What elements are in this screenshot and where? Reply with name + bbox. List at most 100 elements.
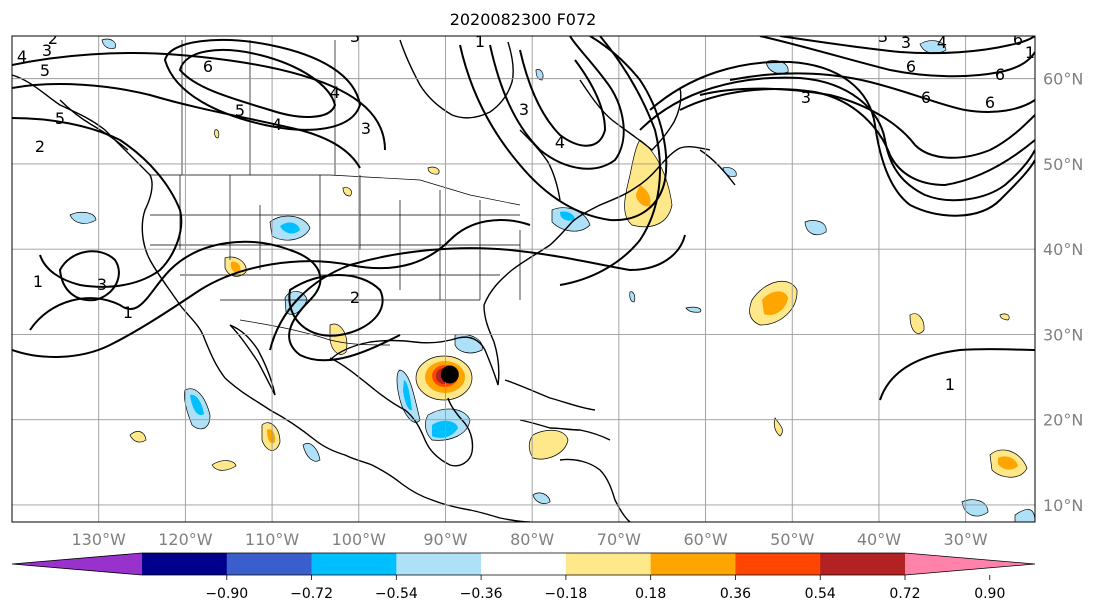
yellow-blob: [528, 429, 569, 460]
yellow-blob: [773, 417, 783, 437]
longitude-label: 70°W: [597, 530, 641, 549]
colorbar-segment: [735, 553, 821, 575]
contour-label: 6: [985, 93, 995, 112]
colorbar-extend-low: [12, 553, 142, 575]
orange-blob: [230, 261, 241, 273]
contour-label: 2: [350, 288, 360, 307]
yellow-blob: [214, 129, 220, 139]
contour-label: 4: [330, 83, 340, 102]
longitude-label: 130°W: [72, 530, 127, 549]
latitude-label: 50°N: [1043, 155, 1083, 174]
blue-blob: [535, 69, 544, 81]
political-borders: [150, 40, 521, 346]
graticule: [12, 36, 1035, 522]
colorbar-tick-label: 0.36: [720, 586, 751, 602]
colorbar-segment: [650, 553, 736, 575]
longitude-label: 80°W: [510, 530, 554, 549]
contour-label: 3: [350, 27, 360, 46]
contour-label: 2: [48, 29, 58, 48]
longitude-labels: 130°W 120°W 110°W 100°W 90°W 80°W 70°W 60°W 50°W…: [72, 530, 988, 549]
blue-blob: [532, 492, 551, 504]
yellow-blob: [909, 313, 925, 334]
colorbar-tick-label: 0.72: [889, 586, 920, 602]
yellow-blob: [999, 313, 1010, 321]
blue-blob: [403, 380, 412, 411]
contour-label: 3: [801, 88, 811, 107]
blue-blob: [1014, 509, 1035, 522]
longitude-label: 100°W: [332, 530, 387, 549]
map-title: 2020082300 F072: [450, 10, 597, 29]
contour-label: 3: [97, 275, 107, 294]
colorbar-segment: [311, 553, 397, 575]
orange-blob: [998, 456, 1018, 470]
yellow-blob: [129, 431, 147, 443]
latitude-label: 30°N: [1043, 325, 1083, 344]
colorbar-tick-label: −0.36: [460, 586, 503, 602]
contour-label: 2: [35, 137, 45, 156]
contour-label: 3: [519, 100, 529, 119]
contour-label: 5: [40, 61, 50, 80]
blue-blob: [432, 420, 458, 438]
colorbar-segment: [565, 553, 652, 575]
anomaly-shading: [69, 38, 1035, 522]
orange-blob: [636, 185, 651, 207]
contour-label: 3: [361, 119, 371, 138]
yellow-blob: [211, 460, 237, 471]
longitude-label: 60°W: [683, 530, 727, 549]
colorbar-tick-label: 0.18: [635, 586, 666, 602]
latitude-label: 20°N: [1043, 411, 1083, 430]
storm-center-marker: [440, 365, 459, 384]
colorbar-tick-label: −0.72: [290, 586, 333, 602]
yellow-blob: [342, 187, 352, 197]
contour-label: 6: [906, 57, 916, 76]
contour-label: 1: [33, 272, 43, 291]
contour-label: 6: [203, 57, 213, 76]
blue-blob: [919, 40, 947, 54]
orange-blob: [267, 429, 276, 444]
colorbar-segment: [142, 553, 228, 575]
contour-label: 1: [475, 32, 485, 51]
contour-label: 5: [235, 101, 245, 120]
contour-label: 4: [937, 33, 947, 52]
colorbar-tick-labels: −0.90 −0.72 −0.54 −0.36 −0.18 0.18 0.36 0.54 0.7…: [205, 575, 1005, 602]
latitude-label: 60°N: [1043, 70, 1083, 89]
longitude-label: 50°W: [770, 530, 814, 549]
colorbar-tick-label: −0.54: [375, 586, 418, 602]
blue-blob: [765, 60, 789, 74]
contour-label: 1: [945, 375, 955, 394]
blue-blob: [685, 306, 702, 313]
longitude-label: 40°W: [857, 530, 901, 549]
colorbar: [11, 552, 1036, 576]
contour-label: 6: [921, 88, 931, 107]
longitude-label: 110°W: [245, 530, 300, 549]
longitude-label: 30°W: [944, 530, 988, 549]
contour-label: 3: [42, 41, 52, 60]
latitude-labels: 60°N 50°N 40°N 30°N 20°N 10°N: [1043, 70, 1083, 515]
colorbar-tick-label: 0.54: [805, 586, 836, 602]
height-contours: [12, 36, 1035, 401]
blue-blob: [804, 220, 827, 236]
blue-blob: [190, 394, 204, 416]
blue-blob: [454, 334, 483, 354]
colorbar-tick-label: 0.90: [974, 586, 1005, 602]
colorbar-segment: [396, 553, 482, 575]
orange-blob: [762, 291, 788, 316]
blue-blob: [280, 222, 300, 234]
blue-blob: [101, 38, 116, 49]
colorbar-segment: [481, 553, 567, 575]
colorbar-segment: [226, 553, 313, 575]
blue-blob: [302, 443, 321, 462]
blue-blob: [961, 499, 989, 517]
colorbar-tick-label: −0.90: [205, 586, 248, 602]
contour-label: 1: [1025, 43, 1035, 62]
blue-blob: [560, 211, 575, 221]
contour-label: 4: [17, 47, 27, 66]
latitude-label: 40°N: [1043, 240, 1083, 259]
contour-label: 4: [555, 133, 565, 152]
contour-label: 1: [123, 303, 133, 322]
colorbar-extend-high: [905, 553, 1035, 575]
contour-label: 4: [272, 115, 282, 134]
